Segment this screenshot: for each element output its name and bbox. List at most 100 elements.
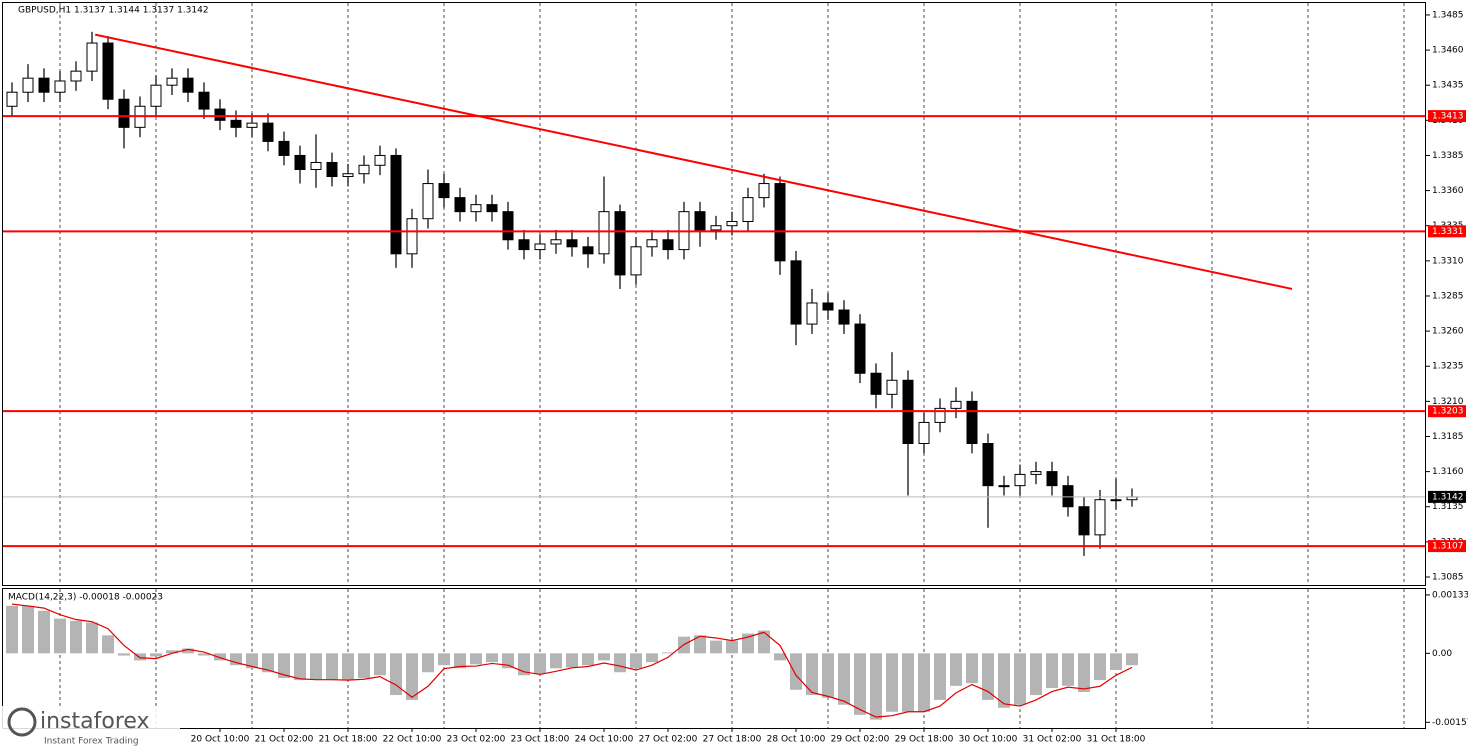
macd-bar (902, 653, 914, 712)
macd-bar (86, 622, 98, 654)
y-tick-label: 1.3235 (1432, 362, 1464, 372)
candle-body (710, 225, 722, 231)
macd-bar (838, 653, 850, 705)
signal-line (11, 603, 1133, 718)
price-pane (2, 2, 1426, 586)
candle-body (1078, 506, 1090, 536)
candle-body (6, 91, 18, 107)
x-tick-label: 21 Oct 18:00 (319, 735, 378, 745)
level-box (1428, 405, 1466, 418)
trendline (94, 33, 1293, 290)
macd-bar (374, 653, 386, 676)
level-box (1428, 110, 1466, 123)
candle-body (326, 161, 338, 178)
candle-body (1094, 499, 1106, 536)
macd-bar (646, 653, 658, 663)
macd-bar (198, 653, 210, 656)
macd-bar (1126, 653, 1138, 666)
macd-bar (662, 652, 674, 654)
macd-bar (54, 618, 66, 654)
candle-body (998, 485, 1010, 488)
y-tick-label: 1.3485 (1432, 10, 1464, 20)
candle-body (502, 211, 514, 241)
macd-bar (454, 653, 466, 669)
macd-bar (102, 635, 114, 654)
candle-body (1046, 471, 1058, 487)
x-tick-label: 30 Oct 10:00 (959, 735, 1018, 745)
macd-bar (150, 653, 162, 657)
macd-bar (1110, 653, 1122, 671)
candle-body (54, 80, 66, 93)
y-tick-label: 1.3310 (1432, 256, 1464, 266)
chart-title: GBPUSD,H1 1.3137 1.3144 1.3137 1.3142 (18, 6, 209, 16)
candle-body (454, 197, 466, 213)
y-tick-label: 1.3210 (1432, 397, 1464, 407)
macd-bar (966, 653, 978, 684)
candle-body (726, 220, 738, 227)
macd-bar (390, 653, 402, 696)
macd-bar (566, 653, 578, 668)
macd-bar (278, 653, 290, 678)
x-tick-label: 27 Oct 02:00 (639, 735, 698, 745)
y-tick-label: -0.00157 (1432, 718, 1468, 728)
macd-bar (1094, 653, 1106, 681)
macd-bar (742, 633, 754, 654)
y-tick-label: 1.3435 (1432, 81, 1464, 91)
level-label: 1.3203 (1432, 407, 1464, 417)
macd-bar (598, 653, 610, 661)
macd-bar (1078, 653, 1090, 692)
level-label: 1.3413 (1432, 112, 1464, 122)
candle-body (342, 173, 354, 178)
y-tick-label: 1.3285 (1432, 291, 1464, 301)
candle-body (214, 108, 226, 121)
macd-bar (166, 650, 178, 654)
macd-bar (1046, 653, 1058, 689)
y-tick-label: 1.3260 (1432, 327, 1464, 337)
macd-bar (774, 653, 786, 661)
candle-body (694, 211, 706, 231)
macd-pane (2, 588, 1426, 729)
level-box (1428, 225, 1466, 238)
candle-body (934, 407, 946, 423)
candle-body (22, 77, 34, 93)
candle-body (822, 302, 834, 311)
x-tick-label: 23 Oct 18:00 (511, 735, 570, 745)
candle-body (1062, 485, 1074, 508)
candle-body (886, 379, 898, 395)
macd-bar (326, 653, 338, 681)
macd-bar (854, 653, 866, 715)
macd-bar (134, 653, 146, 661)
macd-bar (710, 640, 722, 654)
macd-bar (806, 653, 818, 696)
candle-body (358, 164, 370, 175)
macd-bar (950, 653, 962, 686)
candle-body (598, 211, 610, 255)
candle-body (102, 42, 114, 100)
macd-bar (790, 653, 802, 690)
macd-bar (246, 653, 258, 669)
x-tick-label: 29 Oct 18:00 (895, 735, 954, 745)
y-tick-label: 1.3360 (1432, 186, 1464, 196)
candle-body (550, 239, 562, 245)
y-tick-label: 1.3085 (1432, 572, 1464, 582)
macd-bar (406, 653, 418, 700)
macd-bar (1030, 653, 1042, 696)
x-tick-label: 29 Oct 02:00 (831, 735, 890, 745)
macd-bar (70, 620, 82, 654)
candle-body (262, 122, 274, 142)
macd-bar (6, 605, 18, 654)
candle-body (166, 77, 178, 86)
candle-body (1014, 473, 1026, 487)
level-box (1428, 540, 1466, 553)
macd-bar (870, 653, 882, 720)
macd-bar (230, 653, 242, 666)
candle-body (198, 91, 210, 110)
macd-bar (918, 653, 930, 712)
candle-body (662, 239, 674, 251)
macd-bar (550, 653, 562, 669)
candle-body (982, 443, 994, 487)
x-tick-label: 21 Oct 02:00 (255, 735, 314, 745)
x-tick-label: 23 Oct 02:00 (447, 735, 506, 745)
macd-bar (262, 653, 274, 673)
